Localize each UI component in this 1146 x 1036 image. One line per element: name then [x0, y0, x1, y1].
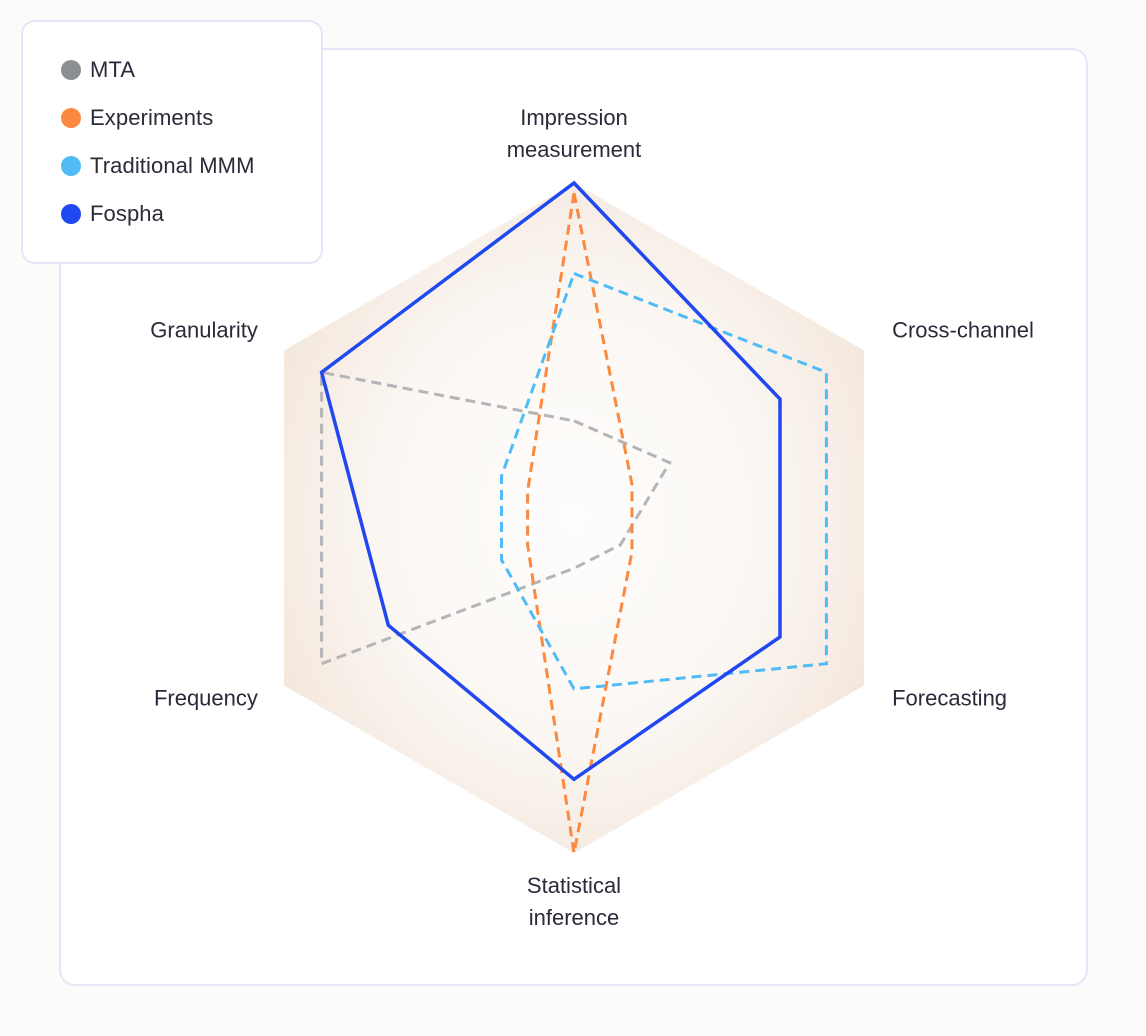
legend-label: Fospha	[90, 201, 164, 226]
series-mta[interactable]	[320, 370, 672, 666]
legend-dot-experiments	[61, 108, 81, 128]
legend-item-traditional-mmm[interactable]: Traditional MMM	[61, 142, 321, 190]
axis-label-line: measurement	[507, 137, 642, 162]
legend-item-experiments[interactable]: Experiments	[61, 94, 321, 142]
radar-background-hexagon	[283, 183, 865, 853]
axis-label-line: Forecasting	[892, 686, 1007, 711]
legend-dot-mta	[61, 60, 81, 80]
axis-label-line: Cross-channel	[892, 318, 1034, 343]
axis-label-frequency: Frequency	[154, 686, 258, 711]
legend-item-fospha[interactable]: Fospha	[61, 190, 321, 238]
legend-label: Experiments	[90, 105, 214, 130]
axis-label-forecasting: Forecasting	[892, 686, 1007, 711]
legend-item-mta[interactable]: MTA	[61, 46, 321, 94]
axis-label-line: inference	[529, 905, 620, 930]
legend-dot-fospha	[61, 204, 81, 224]
series-experiments[interactable]	[526, 192, 634, 854]
series-traditional-mmm[interactable]	[500, 271, 828, 691]
series-fospha[interactable]	[319, 180, 782, 782]
axis-label-granularity: Granularity	[150, 318, 258, 343]
axis-label-statistical-inference: Statistical inference	[527, 873, 621, 930]
axis-label-line: Impression	[520, 105, 628, 130]
axis-label-line: Frequency	[154, 686, 258, 711]
axis-label-impression-measurement: Impression measurement	[507, 105, 642, 162]
legend: MTA Experiments Traditional MMM Fospha	[21, 20, 323, 264]
axis-label-line: Statistical	[527, 873, 621, 898]
axis-label-cross-channel: Cross-channel	[892, 318, 1034, 343]
legend-label: Traditional MMM	[90, 153, 255, 178]
axis-label-line: Granularity	[150, 318, 258, 343]
legend-dot-traditional-mmm	[61, 156, 81, 176]
legend-label: MTA	[90, 57, 136, 82]
